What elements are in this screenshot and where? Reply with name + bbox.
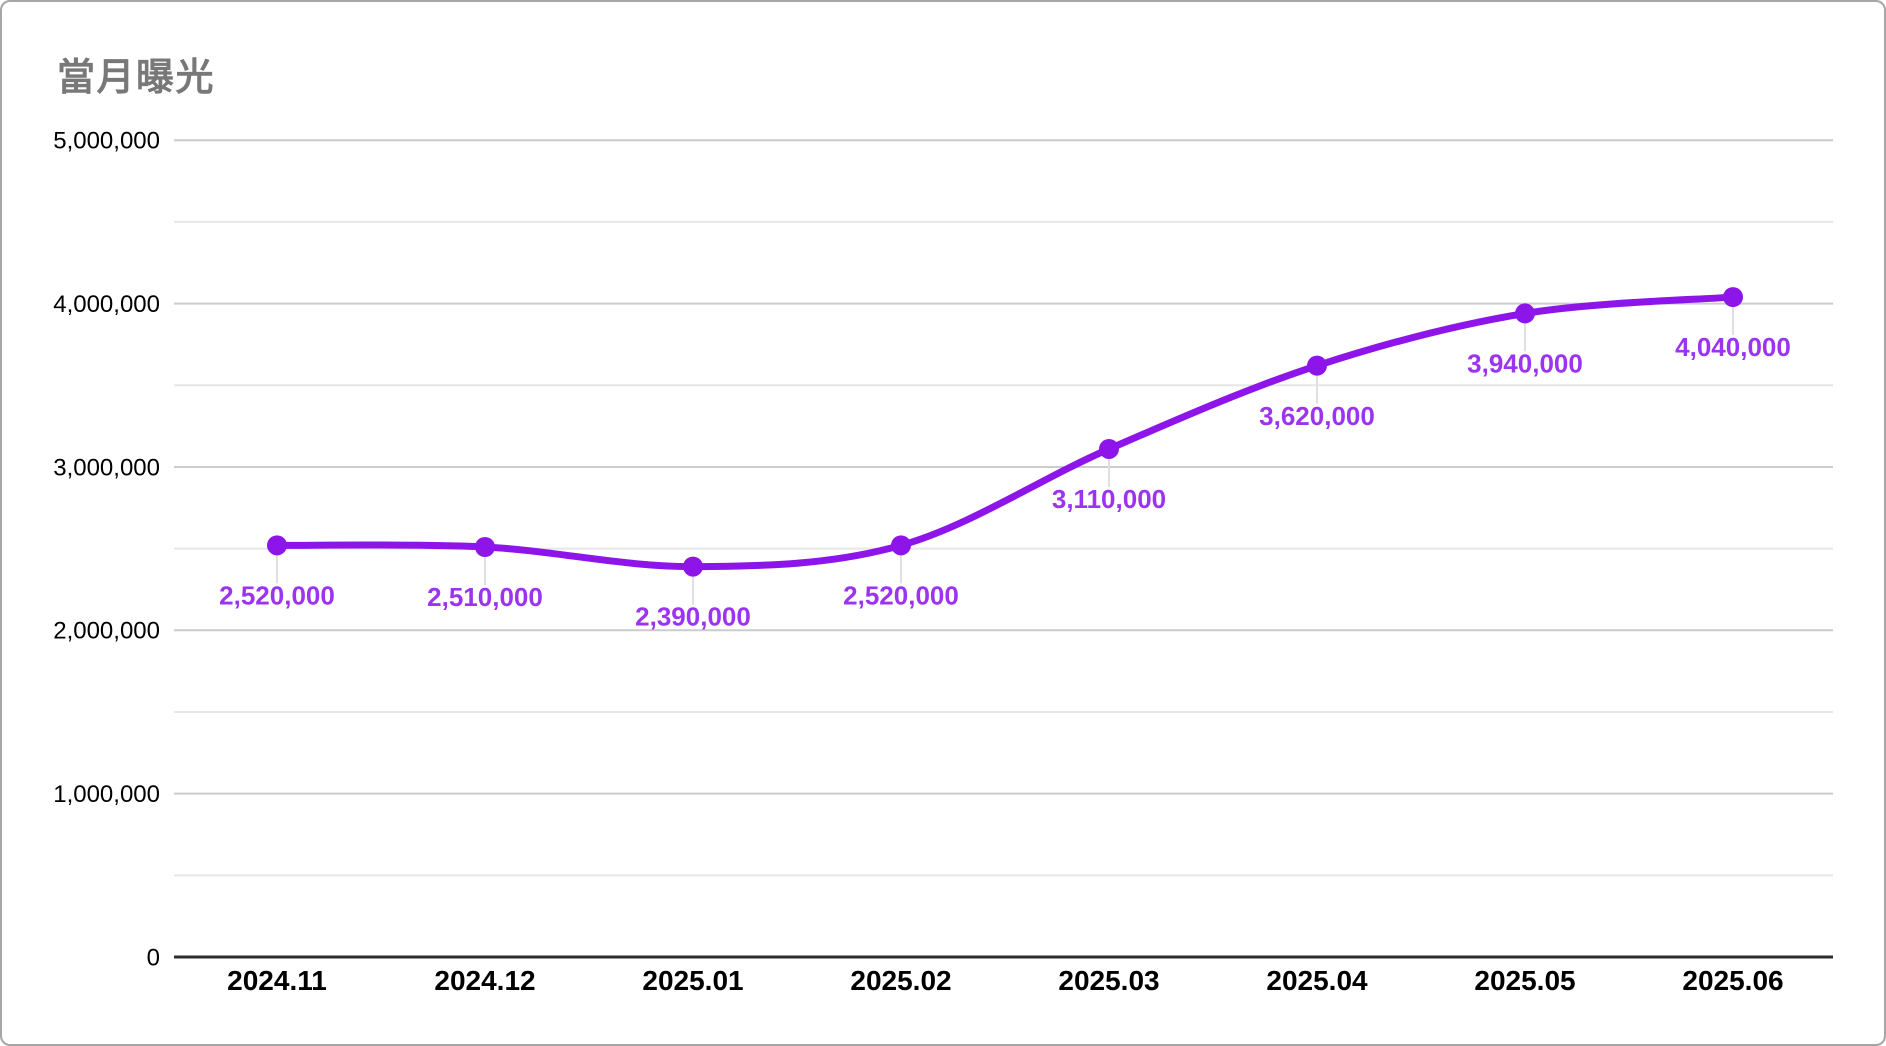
y-axis-tick-label: 1,000,000 bbox=[53, 781, 160, 808]
y-axis-tick-label: 5,000,000 bbox=[53, 128, 160, 155]
x-axis-tick-label: 2025.04 bbox=[1266, 965, 1368, 996]
x-axis-tick-label: 2024.11 bbox=[227, 965, 327, 996]
data-point-marker[interactable] bbox=[1515, 303, 1535, 324]
data-point-marker[interactable] bbox=[267, 535, 287, 556]
data-point-marker[interactable] bbox=[1307, 355, 1327, 376]
data-point-label: 3,110,000 bbox=[1052, 484, 1166, 514]
data-point-label: 2,520,000 bbox=[219, 580, 335, 610]
x-axis-tick-label: 2025.01 bbox=[642, 965, 743, 996]
data-point-marker[interactable] bbox=[683, 556, 703, 577]
x-axis-tick-label: 2025.06 bbox=[1682, 965, 1783, 996]
data-point-marker[interactable] bbox=[475, 536, 495, 557]
x-axis-tick-label: 2025.03 bbox=[1058, 965, 1159, 996]
data-point-label: 2,390,000 bbox=[635, 602, 751, 632]
data-point-label: 2,520,000 bbox=[843, 580, 959, 610]
y-axis-tick-label: 4,000,000 bbox=[53, 291, 160, 318]
x-axis-tick-label: 2025.02 bbox=[850, 965, 951, 996]
x-axis-tick-label: 2024.12 bbox=[434, 965, 535, 996]
data-point-marker[interactable] bbox=[1099, 438, 1119, 459]
data-point-label: 4,040,000 bbox=[1675, 332, 1791, 362]
data-point-label: 2,510,000 bbox=[427, 582, 543, 612]
series-line[interactable] bbox=[273, 293, 1737, 571]
data-point-marker[interactable] bbox=[891, 535, 911, 556]
data-point-label: 3,620,000 bbox=[1259, 401, 1375, 431]
y-axis-tick-label: 2,000,000 bbox=[53, 618, 160, 645]
x-axis-tick-label: 2025.05 bbox=[1474, 965, 1575, 996]
chart-title: 當月曝光 bbox=[57, 57, 216, 99]
y-axis-tick-label: 0 bbox=[147, 944, 160, 971]
data-point-label: 3,940,000 bbox=[1467, 349, 1583, 379]
y-axis-tick-label: 3,000,000 bbox=[53, 454, 160, 481]
data-point-marker[interactable] bbox=[1723, 287, 1743, 308]
